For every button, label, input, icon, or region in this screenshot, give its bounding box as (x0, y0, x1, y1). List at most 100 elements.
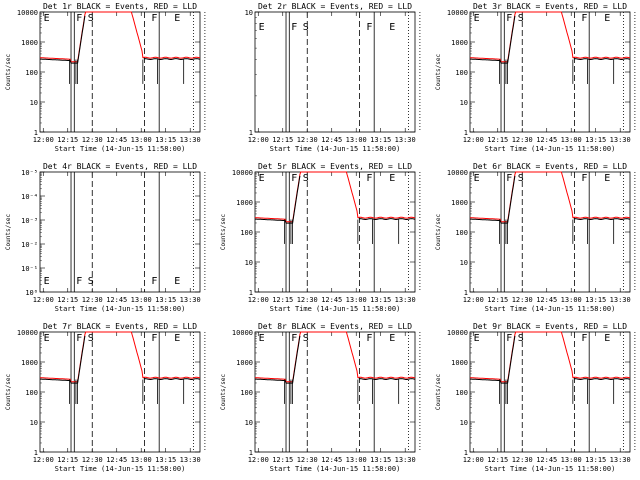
marker-label: S (303, 22, 309, 33)
x-tick-label: 12:00 (248, 136, 269, 144)
x-tick-label: 13:00 (346, 296, 367, 304)
x-tick-label: 13:00 (561, 456, 582, 464)
y-tick-label: 1000 (451, 199, 468, 207)
marker-label: F (366, 22, 372, 33)
plot-frame (254, 331, 416, 453)
y-tick-label: 10000 (232, 169, 253, 177)
panel-title: Det 4r BLACK = Events, RED = LLD (43, 162, 197, 171)
y-axis-label: Counts/sec (435, 214, 442, 251)
plot-frame (254, 171, 416, 293)
panel-title: Det 6r BLACK = Events, RED = LLD (473, 162, 627, 171)
marker-label: F (151, 333, 157, 344)
marker-label: E (604, 173, 610, 184)
y-tick-label: 100 (455, 389, 468, 397)
marker-label: E (259, 333, 265, 344)
y-tick-label: 10 (460, 99, 468, 107)
x-tick-label: 13:00 (131, 136, 152, 144)
marker-label: E (44, 276, 50, 287)
x-axis-label: Start Time (14-Jun-15 11:58:00) (55, 145, 186, 153)
x-tick-label: 13:15 (155, 136, 176, 144)
x-tick-label: 12:45 (536, 456, 557, 464)
marker-label: E (474, 173, 480, 184)
x-tick-label: 12:30 (512, 136, 533, 144)
panel-title: Det 3r BLACK = Events, RED = LLD (473, 2, 627, 11)
panel-title: Det 5r BLACK = Events, RED = LLD (258, 162, 412, 171)
marker-label: F (151, 13, 157, 24)
x-tick-label: 13:00 (131, 456, 152, 464)
y-tick-label: 1000 (21, 39, 38, 47)
y-tick-label: 100 (455, 229, 468, 237)
x-tick-label: 13:30 (180, 136, 201, 144)
plot-frame (254, 11, 416, 133)
x-tick-label: 13:00 (346, 136, 367, 144)
marker-label: E (44, 333, 50, 344)
y-tick-label: 1000 (236, 359, 253, 367)
x-tick-label: 13:30 (395, 136, 416, 144)
marker-label: E (389, 333, 395, 344)
marker-label: S (518, 333, 524, 344)
x-tick-label: 13:30 (610, 456, 631, 464)
plot-panel-5: Det 5r BLACK = Events, RED = LLD 1 10 100 10… (220, 162, 421, 313)
x-tick-label: 12:00 (33, 136, 54, 144)
y-tick-label: 1 (249, 449, 253, 457)
x-tick-label: 13:30 (610, 136, 631, 144)
y-tick-label: 10000 (447, 329, 468, 337)
y-tick-label: 10 (245, 419, 253, 427)
x-tick-label: 12:45 (321, 296, 342, 304)
marker-label: S (518, 173, 524, 184)
y-tick-label: 10000 (17, 329, 38, 337)
marker-label: E (259, 22, 265, 33)
panel-title: Det 1r BLACK = Events, RED = LLD (43, 2, 197, 11)
x-tick-label: 12:00 (33, 456, 54, 464)
events-series-line (358, 378, 416, 380)
y-tick-label: 10⁻¹ (21, 265, 38, 273)
marker-label: S (303, 173, 309, 184)
x-axis-label: Start Time (14-Jun-15 11:58:00) (485, 305, 616, 313)
marker-label: F (76, 13, 82, 24)
y-tick-label: 10⁻³ (21, 217, 38, 225)
x-tick-label: 13:15 (585, 136, 606, 144)
x-tick-label: 13:00 (561, 296, 582, 304)
plot-panel-6: Det 6r BLACK = Events, RED = LLD 1 10 100 10… (435, 162, 636, 313)
lld-series-line (255, 171, 416, 223)
x-axis-label: Start Time (14-Jun-15 11:58:00) (270, 465, 401, 473)
x-tick-label: 12:15 (57, 136, 78, 144)
x-tick-label: 12:45 (106, 456, 127, 464)
lld-series-line (40, 331, 201, 383)
y-tick-label: 100 (240, 389, 253, 397)
x-tick-label: 13:00 (346, 456, 367, 464)
x-tick-label: 12:15 (272, 136, 293, 144)
x-tick-label: 13:30 (395, 456, 416, 464)
y-tick-label: 10 (245, 9, 253, 17)
x-tick-label: 13:15 (155, 456, 176, 464)
x-tick-label: 13:30 (180, 296, 201, 304)
y-axis-label: Counts/sec (5, 54, 12, 91)
x-tick-label: 12:30 (297, 456, 318, 464)
x-tick-label: 12:00 (248, 296, 269, 304)
y-tick-label: 100 (240, 229, 253, 237)
x-tick-label: 13:30 (610, 296, 631, 304)
x-axis-label: Start Time (14-Jun-15 11:58:00) (270, 305, 401, 313)
x-tick-label: 13:00 (561, 136, 582, 144)
marker-label: E (474, 13, 480, 24)
y-axis-label: Counts/sec (220, 374, 227, 411)
x-tick-label: 13:15 (370, 456, 391, 464)
plot-frame (469, 171, 631, 293)
lld-series-line (40, 11, 201, 63)
marker-label: E (174, 13, 180, 24)
y-axis-label: Counts/sec (5, 374, 12, 411)
x-tick-label: 12:15 (487, 456, 508, 464)
x-tick-label: 13:15 (585, 456, 606, 464)
y-tick-label: 100 (25, 69, 38, 77)
x-tick-label: 12:30 (512, 296, 533, 304)
x-tick-label: 13:00 (131, 296, 152, 304)
y-tick-label: 1000 (21, 359, 38, 367)
marker-label: S (88, 13, 94, 24)
y-tick-label: 100 (25, 389, 38, 397)
y-axis-label: Counts/sec (5, 214, 12, 251)
marker-label: F (506, 333, 512, 344)
marker-label: F (366, 333, 372, 344)
events-series-line (573, 378, 631, 380)
lld-series-line (470, 171, 631, 223)
y-tick-label: 10000 (447, 169, 468, 177)
